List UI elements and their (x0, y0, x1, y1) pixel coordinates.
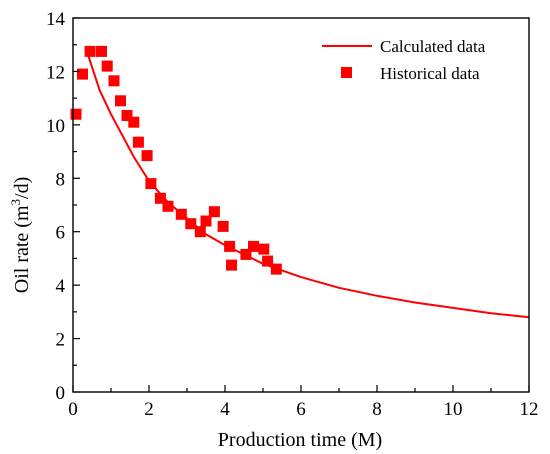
historical-data-point (208, 206, 220, 218)
historical-data-point (162, 200, 174, 212)
historical-data-point (217, 220, 229, 232)
historical-data-point (185, 218, 197, 230)
y-tick-label: 0 (56, 383, 66, 404)
y-tick-label: 14 (46, 9, 66, 30)
historical-data-point (108, 75, 120, 87)
historical-data-point (240, 248, 252, 260)
x-tick-label: 4 (220, 399, 230, 420)
historical-data-point (101, 60, 113, 72)
historical-data-point (132, 136, 144, 148)
historical-data-point (128, 116, 140, 128)
y-axis-title-superscript: 3 (8, 199, 23, 206)
historical-data-point (258, 243, 270, 255)
legend-label-calculated: Calculated data (380, 37, 486, 56)
y-tick-label: 12 (46, 62, 65, 83)
y-tick-label: 2 (56, 330, 66, 351)
historical-data-point (175, 208, 187, 220)
y-axis-title-prefix: Oil rate (m (11, 205, 33, 293)
y-axis-title: Oil rate (m3/d) (8, 177, 33, 293)
axes: 0 2 4 6 8 10 12 0 2 4 6 8 10 12 14 (46, 9, 539, 420)
historical-data-point (70, 108, 82, 120)
legend: Calculated data Historical data (322, 37, 486, 83)
y-axis-title-suffix: /d) (11, 177, 33, 199)
historical-data-point (145, 178, 157, 190)
historical-data-point (194, 226, 206, 238)
historical-data-point (121, 110, 133, 121)
historical-data-point (77, 68, 88, 80)
historical-data-point (154, 192, 166, 204)
chart-marks (70, 45, 530, 319)
x-tick-label: 0 (68, 399, 78, 420)
historical-data-point (141, 150, 153, 162)
historical-data-point (226, 259, 237, 271)
calculated-data-line (87, 55, 530, 319)
y-tick-label: 6 (56, 223, 66, 244)
historical-data-point (224, 240, 236, 252)
x-tick-label: 10 (444, 399, 463, 420)
x-tick-label: 6 (296, 399, 306, 420)
historical-data-point (200, 215, 212, 227)
legend-label-historical: Historical data (380, 64, 480, 83)
historical-data-point (115, 95, 126, 107)
x-tick-label: 2 (144, 399, 154, 420)
historical-data-point (96, 45, 107, 57)
y-tick-label: 10 (46, 116, 65, 137)
legend-marker-swatch (341, 67, 352, 78)
x-tick-label: 12 (520, 399, 539, 420)
x-axis-title: Production time (M) (218, 429, 382, 451)
historical-data-point (262, 255, 274, 267)
y-tick-label: 8 (56, 169, 66, 190)
historical-data-point (270, 263, 282, 275)
y-tick-label: 4 (56, 276, 66, 297)
historical-data-point (248, 240, 259, 252)
x-tick-label: 8 (372, 399, 382, 420)
historical-data-point (84, 45, 96, 57)
